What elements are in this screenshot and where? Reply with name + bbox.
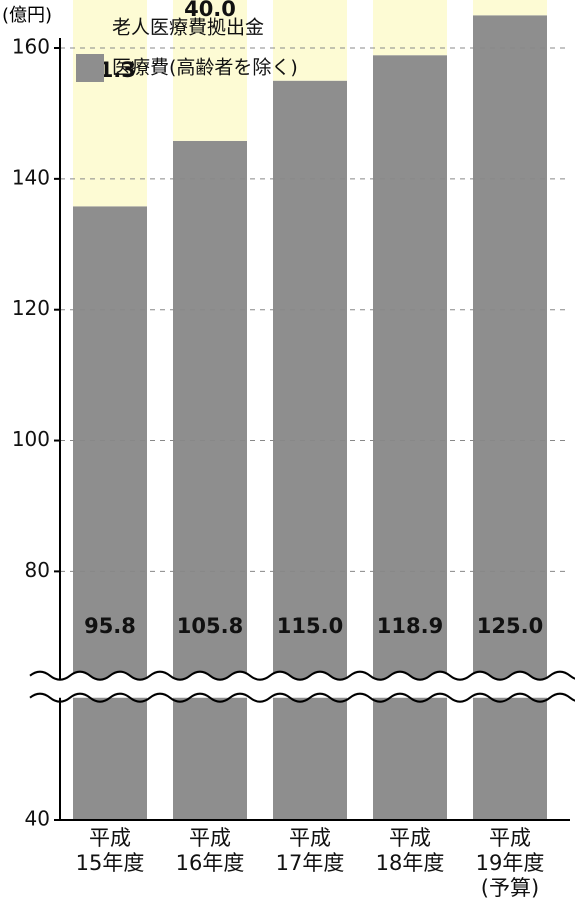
bar-segment — [373, 55, 447, 821]
legend-swatch — [76, 54, 104, 82]
axis-break-line — [29, 670, 575, 681]
y-tick-label: 100 — [12, 427, 50, 451]
bar-segment — [473, 15, 547, 820]
y-tick-label: 120 — [12, 296, 50, 320]
x-tick-label: 平成 19年度 (予算) — [475, 826, 545, 900]
bar-segment — [373, 0, 447, 56]
x-tick-label: 平成 16年度 — [175, 826, 245, 875]
x-tick-label: 平成 18年度 — [375, 826, 445, 875]
y-tick-label: 80 — [25, 558, 50, 582]
y-tick-label: 40 — [25, 807, 50, 831]
value-label: 118.9 — [377, 614, 443, 638]
value-label: 95.8 — [84, 614, 136, 638]
axis-break-gap — [30, 671, 575, 698]
x-tick-label: 平成 17年度 — [275, 826, 345, 875]
bar-segment — [473, 0, 547, 16]
value-label: 105.8 — [177, 614, 243, 638]
bar-segment — [73, 206, 147, 820]
y-tick-label: 140 — [12, 165, 50, 189]
x-tick-label: 平成 15年度 — [75, 826, 145, 875]
legend-label: 老人医療費拠出金 — [112, 17, 264, 39]
legend-label: 医療費(高齢者を除く) — [112, 57, 298, 79]
y-tick-label: 160 — [12, 35, 50, 59]
bar-segment — [173, 0, 247, 141]
bar-segment — [273, 0, 347, 81]
value-label: 115.0 — [277, 614, 343, 638]
bar-segment — [273, 80, 347, 821]
value-label: 125.0 — [477, 614, 543, 638]
axis-break-line — [29, 692, 575, 703]
legend-swatch — [76, 14, 104, 42]
bar-segment — [173, 140, 247, 821]
y-axis-label: (億円) — [2, 5, 52, 26]
value-label: 40.0 — [184, 0, 236, 21]
